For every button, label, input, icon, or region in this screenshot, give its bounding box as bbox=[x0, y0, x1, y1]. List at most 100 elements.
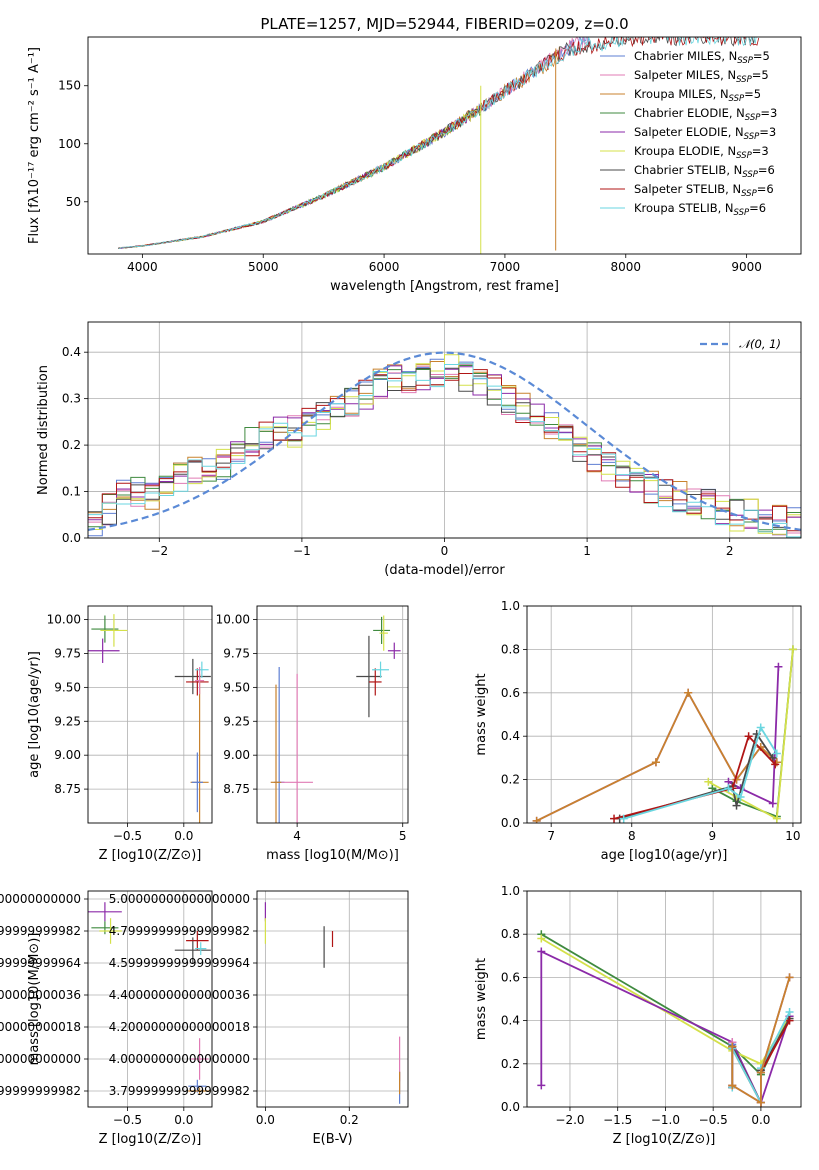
y-tick-label: 4.00000000000000000 bbox=[0, 1052, 81, 1066]
axes-frame: 4 5 8.75 9.00 9.25 9.50 9.75 10.00 mass [log10(M… bbox=[216, 605, 409, 863]
weight-marker bbox=[619, 814, 628, 823]
chart-title: PLATE=1257, MJD=52944, FIBERID=0209, z=0… bbox=[260, 15, 628, 33]
weight-marker bbox=[537, 934, 546, 943]
x-axis-label: Z [log10(Z/Z⊙)] bbox=[613, 1132, 716, 1147]
y-tick-label: 9.00 bbox=[54, 748, 81, 762]
weight-marker bbox=[728, 1081, 737, 1090]
spectrum-line bbox=[118, 104, 482, 249]
y-tick-label: 3.79999999999999982 bbox=[109, 1084, 250, 1098]
y-axis-label: mass weight bbox=[474, 673, 489, 755]
x-tick-label: 0.0 bbox=[751, 1113, 770, 1127]
y-tick-label: 0.0 bbox=[501, 816, 520, 830]
axes-frame: 0.0 0.2 3.79999999999999982 4.0000000000000… bbox=[109, 890, 409, 1147]
y-axis-label: Normed distribution bbox=[36, 365, 51, 495]
legend-entry: Salpeter STELIB, NSSP=6 bbox=[634, 182, 774, 199]
weight-marker bbox=[684, 688, 693, 697]
y-tick-label: 9.50 bbox=[54, 680, 81, 694]
weight-marker bbox=[724, 784, 733, 793]
panel-spectrum: 4000 5000 6000 7000 8000 9000 50 100 150 waveleng… bbox=[27, 36, 802, 294]
x-axis-label: Z [log10(Z/Z⊙)] bbox=[99, 848, 202, 863]
weight-marker bbox=[744, 732, 753, 741]
y-tick-label: 3.79999999999999982 bbox=[0, 1084, 81, 1098]
x-tick-label: −0.5 bbox=[113, 1113, 142, 1127]
y-tick-label: 0.2 bbox=[501, 773, 520, 787]
axes-border bbox=[87, 605, 213, 824]
y-tick-label: 0.4 bbox=[62, 345, 81, 359]
weight-marker bbox=[537, 947, 546, 956]
weight-marker bbox=[772, 749, 781, 758]
y-tick-label: 0.2 bbox=[501, 1057, 520, 1071]
axes-frame: −0.5 0.0 3.79999999999999982 4.000000000000… bbox=[0, 890, 213, 1147]
x-tick-label: 4 bbox=[293, 829, 301, 843]
y-tick-label: 9.75 bbox=[223, 646, 250, 660]
x-tick-label: 5000 bbox=[248, 260, 279, 274]
weight-marker bbox=[732, 801, 741, 810]
x-tick-label: 9 bbox=[709, 829, 717, 843]
y-axis-label: mass [log10(M/M⊙)] bbox=[27, 933, 42, 1066]
weight-marker bbox=[537, 1081, 546, 1090]
x-tick-label: 5 bbox=[399, 829, 407, 843]
y-tick-label: 0.1 bbox=[62, 485, 81, 499]
histogram-step bbox=[88, 363, 801, 538]
y-tick-label: 100 bbox=[58, 137, 81, 151]
x-axis-label: mass [log10(M/M⊙)] bbox=[266, 848, 399, 863]
axes-frame: −2 −1 0 1 2 0.0 0.1 0.2 0.3 0.4 (data-model)/error… bbox=[36, 321, 802, 578]
weight-marker bbox=[610, 814, 619, 823]
plot-area bbox=[264, 902, 401, 1104]
plot-area bbox=[88, 902, 211, 1095]
panel-z-mass: −0.5 0.0 3.79999999999999982 4.000000000000… bbox=[0, 890, 213, 1147]
weight-marker bbox=[788, 645, 797, 654]
spectrum-line bbox=[118, 37, 757, 249]
legend-entry: Chabrier STELIB, NSSP=6 bbox=[634, 163, 775, 180]
x-tick-label: 4000 bbox=[127, 260, 158, 274]
y-tick-label: 5.00000000000000000 bbox=[0, 892, 81, 906]
y-tick-label: 9.00 bbox=[223, 748, 250, 762]
panel-ebv-mass: 0.0 0.2 3.79999999999999982 4.0000000000000… bbox=[109, 890, 409, 1147]
y-tick-label: 8.75 bbox=[54, 782, 81, 796]
weight-marker bbox=[772, 814, 781, 823]
plot-area bbox=[532, 645, 797, 823]
x-tick-label: −1.0 bbox=[651, 1113, 680, 1127]
weight-marker bbox=[532, 816, 541, 823]
y-tick-label: 9.75 bbox=[54, 646, 81, 660]
y-tick-label: 0.4 bbox=[501, 729, 520, 743]
gaussian-curve bbox=[88, 351, 801, 531]
weight-marker bbox=[774, 662, 783, 671]
axes-border bbox=[87, 36, 802, 255]
y-tick-label: 5.00000000000000000 bbox=[109, 892, 250, 906]
weight-marker bbox=[708, 784, 717, 793]
y-tick-label: 4.00000000000000000 bbox=[109, 1052, 250, 1066]
y-axis-label: mass weight bbox=[474, 958, 489, 1040]
legend-entry: Kroupa MILES, NSSP=5 bbox=[634, 87, 761, 104]
spectrum-line bbox=[117, 37, 590, 250]
x-tick-label: −0.5 bbox=[113, 829, 142, 843]
y-tick-label: 9.25 bbox=[54, 714, 81, 728]
x-tick-label: 2 bbox=[726, 544, 734, 558]
x-tick-label: −0.5 bbox=[699, 1113, 728, 1127]
weight-marker bbox=[785, 1016, 794, 1025]
weight-marker bbox=[704, 777, 713, 786]
y-tick-label: 0.8 bbox=[501, 642, 520, 656]
x-tick-label: 0 bbox=[441, 544, 449, 558]
panel-mass-age: 4 5 8.75 9.00 9.25 9.50 9.75 10.00 mass [log10(M… bbox=[216, 605, 409, 863]
y-tick-label: 4.40000000000000036 bbox=[109, 988, 250, 1002]
weight-marker bbox=[728, 1042, 737, 1051]
plot-area bbox=[88, 614, 211, 823]
y-tick-label: 0.8 bbox=[501, 927, 520, 941]
y-tick-label: 0.0 bbox=[62, 531, 81, 545]
panel-residuals: −2 −1 0 1 2 0.0 0.1 0.2 0.3 0.4 (data-model)/error… bbox=[36, 321, 802, 578]
x-tick-label: 10 bbox=[785, 829, 800, 843]
y-tick-label: 1.0 bbox=[501, 599, 520, 613]
y-tick-label: 150 bbox=[58, 79, 81, 93]
y-axis-label: age [log10(age/yr)] bbox=[27, 651, 42, 778]
legend-entry: Salpeter MILES, NSSP=5 bbox=[634, 68, 769, 85]
spectrum-line bbox=[118, 105, 482, 249]
histogram-step bbox=[88, 354, 801, 535]
panel-age-weight: 7 8 9 10 0.0 0.2 0.4 0.6 0.8 1.0 age [log10(age/yr… bbox=[474, 599, 802, 863]
y-tick-label: 4.79999999999999982 bbox=[0, 924, 81, 938]
y-tick-label: 4.20000000000000018 bbox=[109, 1020, 250, 1034]
x-tick-label: 7000 bbox=[490, 260, 521, 274]
axes-border bbox=[87, 890, 213, 1108]
weight-marker bbox=[785, 973, 794, 982]
